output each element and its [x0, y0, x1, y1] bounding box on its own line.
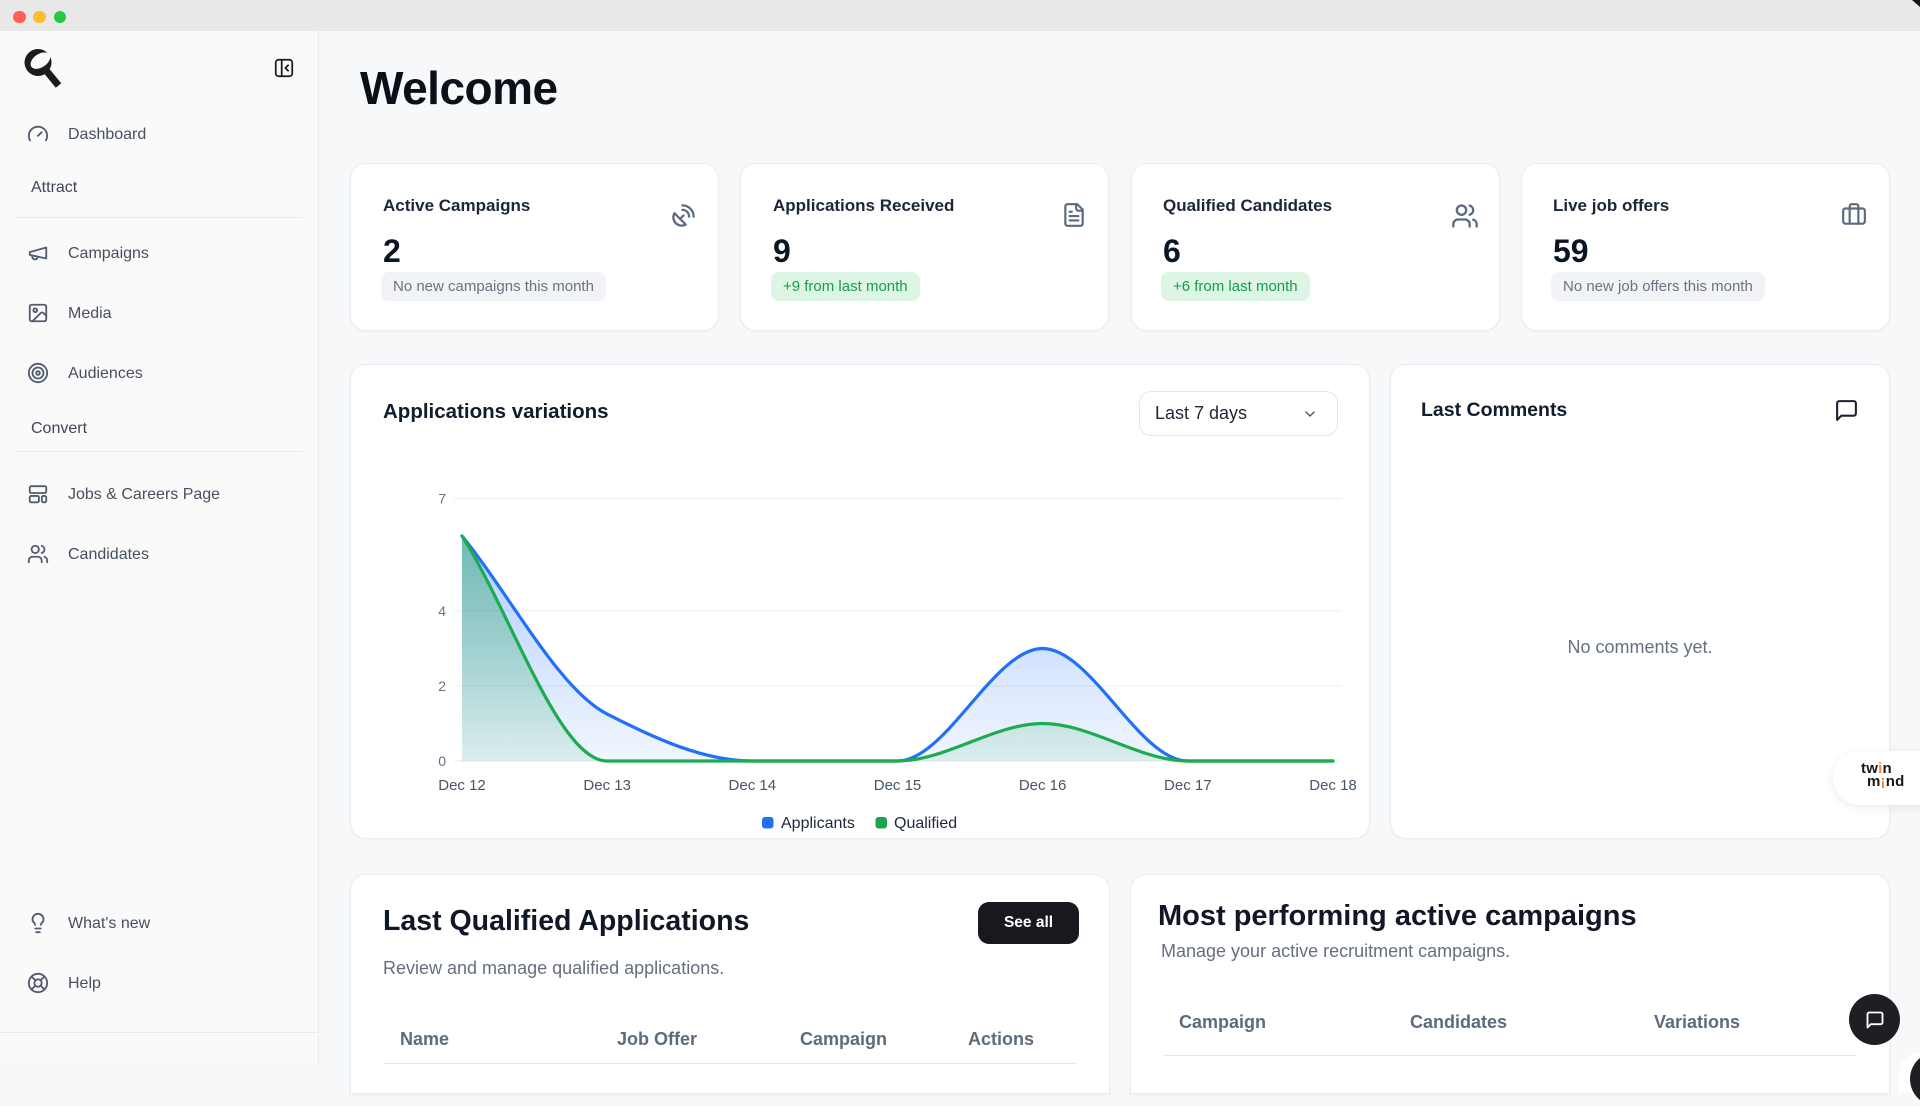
svg-text:Dec 13: Dec 13: [583, 777, 631, 794]
svg-text:Dec 14: Dec 14: [729, 777, 777, 794]
svg-text:Qualified: Qualified: [894, 815, 957, 832]
svg-text:Dec 16: Dec 16: [1019, 777, 1067, 794]
svg-text:Dec 15: Dec 15: [874, 777, 922, 794]
svg-text:Dec 18: Dec 18: [1309, 777, 1357, 794]
svg-text:4: 4: [438, 603, 446, 619]
svg-text:0: 0: [438, 753, 446, 769]
svg-text:7: 7: [438, 491, 446, 507]
svg-text:Dec 17: Dec 17: [1164, 777, 1212, 794]
svg-text:Dec 12: Dec 12: [438, 777, 486, 794]
svg-text:Applicants: Applicants: [781, 815, 855, 832]
svg-text:2: 2: [438, 678, 446, 694]
